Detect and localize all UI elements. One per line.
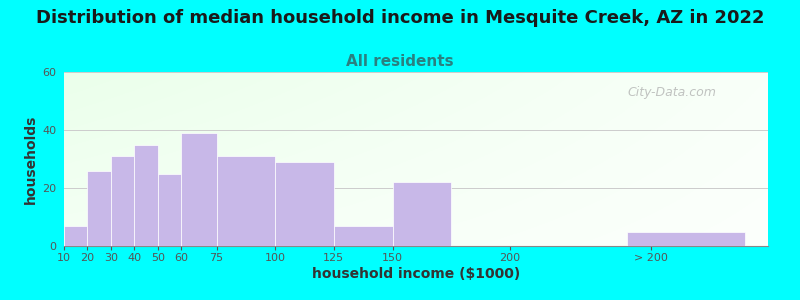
Bar [134,145,158,246]
Bar [334,226,393,246]
Bar [217,156,275,246]
Text: All residents: All residents [346,54,454,69]
Bar [87,171,111,246]
Text: Distribution of median household income in Mesquite Creek, AZ in 2022: Distribution of median household income … [36,9,764,27]
Bar [111,156,134,246]
Text: City-Data.com: City-Data.com [627,86,716,99]
X-axis label: household income ($1000): household income ($1000) [312,267,520,281]
Y-axis label: households: households [24,114,38,204]
Bar [393,182,451,246]
Bar [64,226,87,246]
Bar [158,173,182,246]
Bar [275,162,334,246]
Bar [627,232,745,246]
Bar [182,133,217,246]
